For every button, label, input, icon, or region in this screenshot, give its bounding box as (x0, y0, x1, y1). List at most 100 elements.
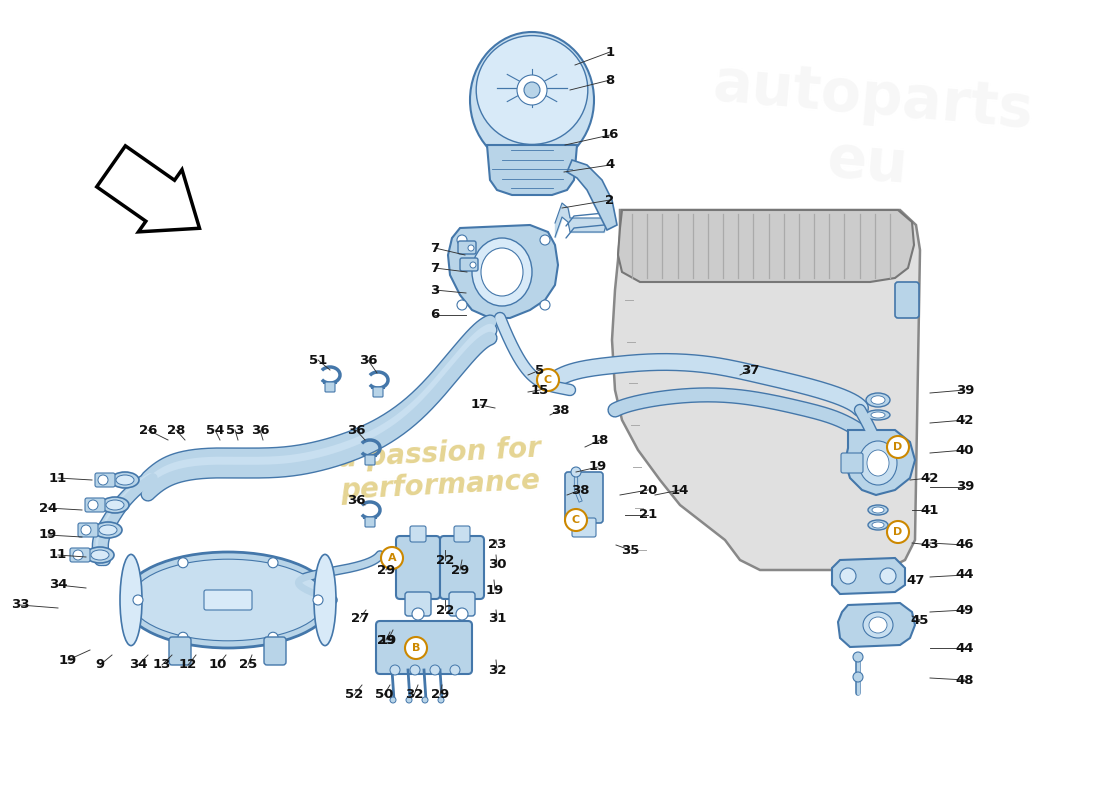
Text: 41: 41 (921, 503, 939, 517)
Text: 36: 36 (346, 494, 365, 506)
Text: 30: 30 (487, 558, 506, 571)
Text: A: A (387, 553, 396, 563)
Text: 3: 3 (430, 283, 440, 297)
Circle shape (470, 262, 476, 268)
FancyBboxPatch shape (454, 526, 470, 542)
Ellipse shape (111, 472, 139, 488)
FancyBboxPatch shape (365, 455, 375, 465)
Text: B: B (411, 643, 420, 653)
FancyBboxPatch shape (169, 637, 191, 665)
Circle shape (178, 632, 188, 642)
Text: 31: 31 (487, 611, 506, 625)
Circle shape (537, 369, 559, 391)
Ellipse shape (106, 500, 124, 510)
Text: 45: 45 (911, 614, 930, 626)
Text: 35: 35 (620, 543, 639, 557)
Polygon shape (448, 225, 558, 318)
Text: 29: 29 (377, 563, 395, 577)
Text: 23: 23 (487, 538, 506, 551)
FancyBboxPatch shape (376, 621, 472, 674)
Polygon shape (618, 210, 914, 282)
Text: 54: 54 (206, 423, 224, 437)
FancyBboxPatch shape (440, 536, 484, 599)
Polygon shape (612, 210, 920, 570)
Text: 18: 18 (591, 434, 609, 446)
Text: 19: 19 (486, 583, 504, 597)
Circle shape (133, 595, 143, 605)
Text: 27: 27 (351, 611, 370, 625)
FancyBboxPatch shape (565, 472, 603, 523)
Circle shape (390, 697, 396, 703)
Text: 12: 12 (179, 658, 197, 671)
Text: 9: 9 (96, 658, 104, 671)
Text: D: D (893, 442, 903, 452)
Text: 17: 17 (471, 398, 490, 411)
Text: 39: 39 (956, 481, 975, 494)
Polygon shape (845, 430, 915, 495)
Text: 40: 40 (956, 443, 975, 457)
Circle shape (852, 672, 864, 682)
Ellipse shape (869, 617, 887, 633)
Text: 39: 39 (956, 383, 975, 397)
Text: 28: 28 (167, 423, 185, 437)
Text: 51: 51 (309, 354, 327, 366)
Text: 13: 13 (153, 658, 172, 671)
Text: 50: 50 (375, 689, 393, 702)
Circle shape (468, 245, 474, 251)
Text: 33: 33 (11, 598, 30, 611)
Circle shape (840, 568, 856, 584)
Ellipse shape (101, 497, 129, 513)
Text: 19: 19 (39, 529, 57, 542)
Circle shape (88, 500, 98, 510)
Text: 19: 19 (59, 654, 77, 666)
Ellipse shape (866, 393, 890, 407)
Circle shape (268, 632, 278, 642)
Text: 10: 10 (209, 658, 228, 671)
Ellipse shape (872, 522, 884, 528)
Text: 4: 4 (605, 158, 615, 171)
Ellipse shape (859, 441, 896, 485)
Circle shape (880, 568, 896, 584)
Ellipse shape (872, 507, 884, 513)
Text: 19: 19 (378, 634, 397, 646)
Text: 52: 52 (345, 689, 363, 702)
FancyBboxPatch shape (373, 387, 383, 397)
Text: 34: 34 (48, 578, 67, 591)
FancyBboxPatch shape (204, 590, 252, 610)
Circle shape (887, 521, 909, 543)
Text: 11: 11 (48, 471, 67, 485)
FancyBboxPatch shape (410, 526, 426, 542)
Circle shape (450, 665, 460, 675)
Ellipse shape (123, 552, 333, 648)
Text: 46: 46 (956, 538, 975, 551)
Text: 42: 42 (956, 414, 975, 426)
Circle shape (517, 75, 547, 105)
Text: 20: 20 (639, 483, 657, 497)
Polygon shape (487, 145, 578, 195)
Ellipse shape (868, 505, 888, 515)
Text: 2: 2 (605, 194, 615, 206)
Text: 37: 37 (740, 363, 759, 377)
Circle shape (565, 509, 587, 531)
Ellipse shape (86, 547, 114, 563)
Text: 6: 6 (430, 309, 440, 322)
Circle shape (381, 547, 403, 569)
Text: 32: 32 (405, 689, 424, 702)
FancyBboxPatch shape (842, 453, 864, 473)
Ellipse shape (116, 475, 134, 485)
Text: 26: 26 (139, 423, 157, 437)
FancyBboxPatch shape (85, 498, 104, 512)
Circle shape (456, 300, 468, 310)
Text: 29: 29 (451, 563, 469, 577)
FancyBboxPatch shape (396, 536, 440, 599)
Ellipse shape (871, 412, 886, 418)
Text: 16: 16 (601, 129, 619, 142)
Text: 24: 24 (39, 502, 57, 514)
Ellipse shape (314, 554, 336, 646)
Text: 48: 48 (956, 674, 975, 686)
Text: 34: 34 (129, 658, 147, 671)
Circle shape (438, 697, 444, 703)
Text: D: D (893, 527, 903, 537)
Text: 5: 5 (536, 363, 544, 377)
Text: autoparts
eu: autoparts eu (705, 54, 1035, 206)
